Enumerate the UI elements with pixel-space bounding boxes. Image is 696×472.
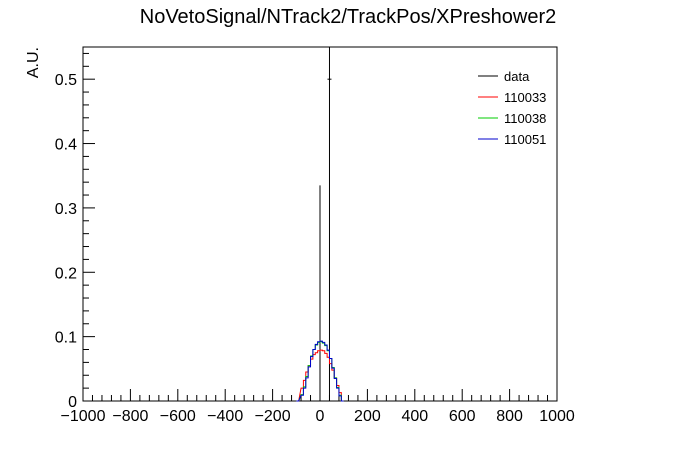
legend-label: 110033	[504, 90, 546, 105]
y-tick-label: 0.5	[55, 72, 77, 89]
x-tick-label: 1000	[539, 408, 575, 425]
x-tick-label: 0	[316, 408, 325, 425]
y-tick-label: 0.4	[55, 137, 77, 154]
series-110051-step	[296, 340, 344, 402]
y-axis-ticks: 0 0.1 0.2 0.3 0.4 0.5	[55, 52, 95, 411]
x-tick-label: 800	[496, 408, 523, 425]
series-layer	[296, 47, 344, 402]
x-tick-label: −600	[160, 408, 196, 425]
y-tick-label: 0.1	[55, 330, 77, 347]
y-tick-label: 0	[68, 394, 77, 411]
y-tick-label: 0.3	[55, 201, 77, 218]
legend: data 110033 110038 110051	[478, 69, 546, 147]
x-axis-ticks: −1000 −800 −600 −400 −200 0 200 400 600 800 1000	[61, 389, 575, 425]
chart-title: NoVetoSignal/NTrack2/TrackPos/XPreshower…	[140, 6, 556, 28]
series-110038-step	[296, 341, 344, 402]
x-tick-label: 200	[354, 408, 381, 425]
legend-label: 110051	[504, 132, 546, 147]
x-tick-label: −400	[207, 408, 243, 425]
y-axis-label: A.U.	[25, 47, 42, 78]
x-tick-label: −800	[112, 408, 148, 425]
y-tick-label: 0.2	[55, 265, 77, 282]
x-tick-label: 600	[449, 408, 476, 425]
x-tick-label: −1000	[61, 408, 106, 425]
legend-label: 110038	[504, 111, 546, 126]
x-tick-label: −200	[255, 408, 291, 425]
x-tick-label: 400	[401, 408, 428, 425]
legend-label: data	[504, 69, 530, 84]
